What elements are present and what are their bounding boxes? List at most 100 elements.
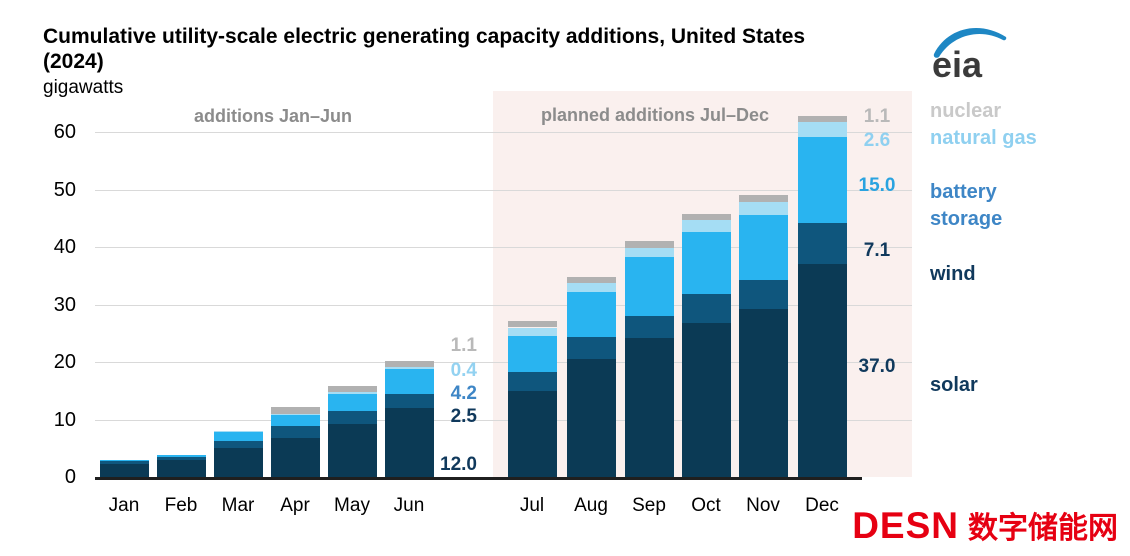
desn-logo-text: DESN <box>852 505 959 546</box>
eia-swoosh-icon: eia <box>932 28 1007 85</box>
value-label-dec-wind: 7.1 <box>863 240 891 261</box>
bar-segment-battery-storage-jun <box>384 369 434 394</box>
bar-segment-battery-storage-jul <box>507 335 557 372</box>
bar-segment-battery-storage-mar <box>213 431 263 442</box>
x-axis-label-oct: Oct <box>691 495 721 516</box>
bar-segment-solar-may <box>327 424 377 477</box>
x-axis-label-nov: Nov <box>746 495 780 516</box>
bar-segment-battery-storage-jan <box>99 459 149 461</box>
x-axis-line <box>95 477 862 480</box>
annotation-second-half: planned additions Jul–Dec <box>540 105 770 125</box>
y-tick-label: 10 <box>53 408 76 431</box>
gridline-40 <box>95 247 912 248</box>
value-label-dec-solar: 37.0 <box>858 356 896 377</box>
bar-segment-solar-jul <box>507 390 557 477</box>
page-title-line2: (2024) <box>43 50 104 73</box>
bar-segment-natural-gas-nov <box>738 201 788 216</box>
y-tick-label: 40 <box>53 236 76 258</box>
bar-segment-solar-mar <box>213 447 263 477</box>
bar-segment-natural-gas-may <box>327 391 377 395</box>
bar-segment-solar-aug <box>566 359 616 477</box>
bar-segment-battery-storage-apr <box>270 415 320 427</box>
y-tick-label: 0 <box>64 466 76 488</box>
x-axis-label-apr: Apr <box>280 495 310 516</box>
bar-segment-solar-sep <box>624 337 674 477</box>
bar-segment-wind-dec <box>797 223 847 265</box>
x-axis-label-may: May <box>334 495 370 516</box>
bar-segment-nuclear-jul <box>507 321 557 328</box>
legend-item-natural-gas: natural gas <box>930 127 1037 149</box>
desn-logo-chinese-text: 数字储能网 <box>968 512 1118 545</box>
x-axis-label-jun: Jun <box>393 495 425 516</box>
x-axis-label-dec: Dec <box>805 495 839 516</box>
bar-segment-battery-storage-feb <box>156 454 206 457</box>
bar-segment-wind-jul <box>507 371 557 391</box>
value-label-jun-battery-storage: 4.2 <box>450 383 477 404</box>
value-label-dec-natural-gas: 2.6 <box>863 130 891 151</box>
gridline-10 <box>95 419 912 421</box>
x-axis-label-sep: Sep <box>632 495 666 516</box>
bar-segment-solar-jan <box>99 463 149 477</box>
bar-segment-battery-storage-dec <box>797 137 847 224</box>
value-label-jun-nuclear: 1.1 <box>450 335 477 356</box>
legend-item-solar: solar <box>930 374 978 396</box>
bar-segment-wind-oct <box>681 294 731 323</box>
y-tick-label: 30 <box>53 293 76 316</box>
bar-segment-nuclear-jun <box>384 360 434 368</box>
desn-logo: DESN 数字储能网 <box>852 503 1118 547</box>
units-label: gigawatts <box>43 77 124 98</box>
bar-segment-wind-may <box>327 411 377 425</box>
bar-segment-nuclear-sep <box>624 241 674 248</box>
value-label-dec-nuclear: 1.1 <box>863 106 891 127</box>
y-tick-label: 50 <box>53 178 76 201</box>
bar-segment-solar-jun <box>384 408 434 477</box>
bar-segment-wind-nov <box>738 280 788 310</box>
bar-segment-wind-feb <box>156 456 206 461</box>
bar-segment-natural-gas-sep <box>624 247 674 257</box>
bar-segment-natural-gas-apr <box>270 413 320 416</box>
bar-segment-natural-gas-jun <box>384 367 434 370</box>
value-label-jun-solar: 12.0 <box>440 454 477 475</box>
bar-segment-nuclear-aug <box>566 276 616 284</box>
bar-segment-wind-mar <box>213 441 263 448</box>
bar-segment-wind-apr <box>270 426 320 438</box>
eia-logo-text: eia <box>932 44 983 82</box>
bar-segment-solar-oct <box>681 322 731 477</box>
bar-segment-solar-apr <box>270 437 320 477</box>
bar-segment-solar-dec <box>797 264 847 477</box>
bar-segment-nuclear-nov <box>738 195 788 202</box>
x-axis-label-jan: Jan <box>108 495 140 516</box>
bar-segment-natural-gas-jul <box>507 327 557 336</box>
x-axis-label-aug: Aug <box>574 495 608 516</box>
gridline-20 <box>95 362 912 363</box>
bar-segment-wind-aug <box>566 337 616 360</box>
gridline-50 <box>95 189 912 191</box>
bar-segment-nuclear-apr <box>270 407 320 414</box>
page-title-line1: Cumulative utility-scale electric genera… <box>43 25 806 48</box>
legend-item-battery-storage: battery storage <box>930 181 1003 230</box>
bar-segment-natural-gas-oct <box>681 219 731 233</box>
bar-segment-solar-feb <box>156 460 206 477</box>
legend-item-nuclear: nuclear <box>930 100 1002 122</box>
bar-segment-battery-storage-aug <box>566 292 616 338</box>
bar-segment-battery-storage-nov <box>738 215 788 281</box>
bar-segment-natural-gas-mar <box>213 431 263 432</box>
bar-segment-nuclear-dec <box>797 115 847 123</box>
value-label-jun-wind: 2.5 <box>450 406 477 427</box>
y-tick-label: 60 <box>53 121 76 143</box>
x-axis-label-jul: Jul <box>519 495 545 516</box>
bar-segment-battery-storage-may <box>327 394 377 412</box>
eia-logo: eia <box>931 20 1011 85</box>
bar-segment-natural-gas-aug <box>566 283 616 293</box>
x-axis-label-mar: Mar <box>221 495 255 516</box>
bar-segment-wind-sep <box>624 316 674 338</box>
bar-segment-wind-jun <box>384 393 434 408</box>
value-label-jun-natural-gas: 0.4 <box>450 360 477 381</box>
bar-segment-wind-jan <box>99 460 149 464</box>
value-label-dec-battery-storage: 15.0 <box>858 175 896 196</box>
x-axis-label-feb: Feb <box>164 495 198 516</box>
gridline-30 <box>95 304 912 306</box>
bar-segment-battery-storage-oct <box>681 232 731 295</box>
